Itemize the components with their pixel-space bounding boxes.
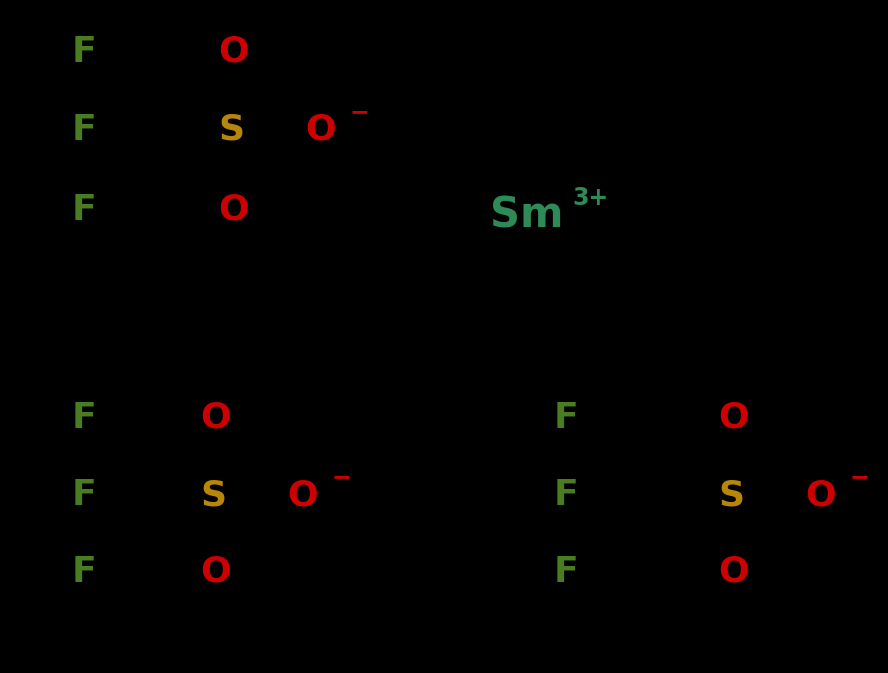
Text: F: F — [554, 401, 579, 435]
Text: O: O — [218, 193, 249, 227]
Text: −: − — [350, 100, 369, 124]
Text: O: O — [718, 555, 749, 589]
Text: F: F — [72, 401, 97, 435]
Text: −: − — [850, 465, 869, 489]
Text: O: O — [718, 401, 749, 435]
Text: F: F — [72, 193, 97, 227]
Text: O: O — [200, 555, 231, 589]
Text: O: O — [287, 478, 318, 512]
Text: Sm: Sm — [490, 194, 563, 236]
Text: F: F — [72, 113, 97, 147]
Text: S: S — [218, 113, 244, 147]
Text: F: F — [72, 555, 97, 589]
Text: F: F — [554, 478, 579, 512]
Text: O: O — [805, 478, 836, 512]
Text: O: O — [305, 113, 336, 147]
Text: −: − — [332, 465, 352, 489]
Text: F: F — [72, 35, 97, 69]
Text: F: F — [554, 555, 579, 589]
Text: S: S — [200, 478, 226, 512]
Text: F: F — [72, 478, 97, 512]
Text: S: S — [718, 478, 744, 512]
Text: O: O — [218, 35, 249, 69]
Text: 3+: 3+ — [572, 186, 608, 210]
Text: O: O — [200, 401, 231, 435]
